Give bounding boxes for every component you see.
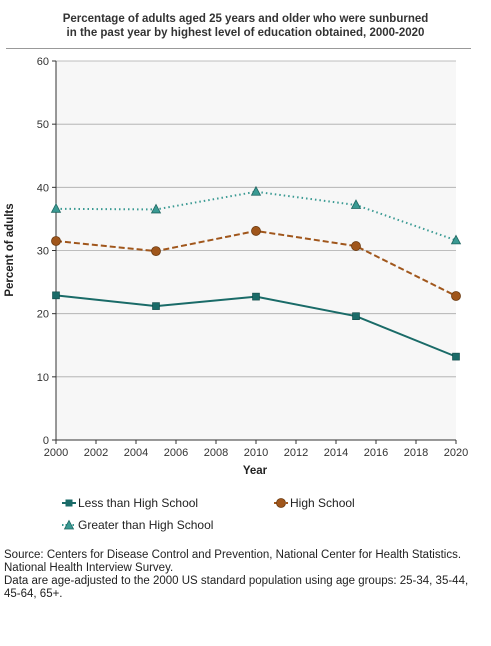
x-tick-label: 2018 [404,447,428,459]
data-point [350,199,362,209]
y-tick-label: 30 [37,246,49,258]
series-line [55,190,457,242]
axes: 0 10 20 30 40 50 60 2000 2002 2004 2006 2008 2010 201… [37,56,468,459]
chart-title-line-2: in the past year by highest level of edu… [66,27,425,39]
y-tick-label: 50 [37,119,49,131]
source-line-2: National Health Interview Survey. [4,562,174,574]
legend-item-less-than-high-school: Less than High School [62,495,198,510]
x-tick-label: 2008 [204,447,228,459]
x-tick-label: 2002 [84,447,108,459]
legend-label: Greater than High School [78,517,214,532]
triangle-marker-icon [62,519,76,530]
circle-marker-icon [274,497,288,508]
data-point [152,302,160,310]
data-point [352,312,360,320]
legend-label: High School [290,495,355,510]
chart-title: Percentage of adults aged 25 years and o… [0,12,491,40]
y-tick-label: 40 [37,182,49,194]
series-layer [50,185,462,361]
chart-title-line-1: Percentage of adults aged 25 years and o… [62,13,429,25]
line-chart: 0 10 20 30 40 50 60 2000 2002 2004 2006 2008 2010 201… [4,56,468,477]
data-point [151,246,161,257]
y-tick-label: 10 [37,372,49,384]
data-point [51,236,61,246]
x-tick-label: 2006 [164,447,188,459]
y-tick-label: 0 [43,435,49,447]
legend-label: Less than High School [78,495,199,510]
source-line-1: Source: Centers for Disease Control and … [4,549,462,561]
source-note: Source: Centers for Disease Control and … [4,549,488,601]
data-point [450,234,462,245]
x-tick-label: 2016 [364,447,388,459]
data-point [351,241,361,251]
data-point [50,202,62,213]
source-line-4: 45-64, 65+. [4,588,63,600]
x-tick-label: 2014 [324,447,348,459]
x-tick-label: 2020 [444,447,468,459]
title-divider [6,48,471,49]
legend-item-greater-than-high-school: Greater than High School [62,517,213,532]
x-tick-label: 2004 [124,447,148,459]
legend-item-high-school: High School [274,495,355,510]
y-tick-label: 60 [37,56,49,68]
y-axis-title: Percent of adults [4,203,16,296]
source-line-3: Data are age-adjusted to the 2000 US sta… [4,575,469,587]
data-point [451,291,461,301]
x-tick-label: 2012 [284,447,308,459]
data-point [150,203,162,214]
square-marker-icon [62,499,76,507]
data-point [251,226,261,236]
data-point [250,185,262,196]
x-tick-label: 2010 [244,447,268,459]
y-tick-label: 20 [37,309,49,321]
data-point [252,292,260,301]
data-point [452,352,460,361]
x-tick-label: 2000 [44,447,68,459]
data-point [52,291,60,300]
x-axis-title: Year [243,465,268,477]
